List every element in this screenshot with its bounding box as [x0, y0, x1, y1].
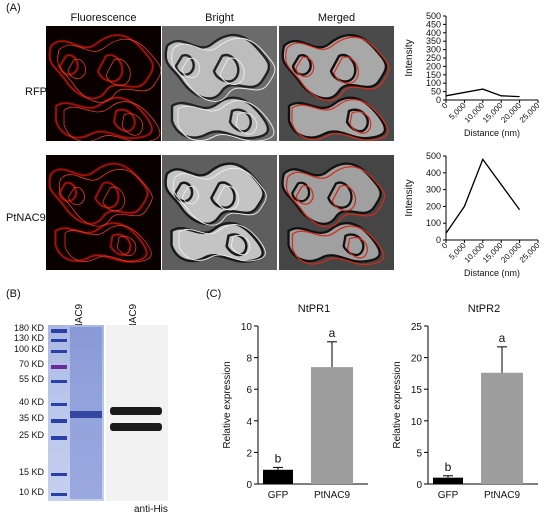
intensity-chart-ptnac9-svg: 010020030040050005,00010,00015,00020,000… [404, 151, 542, 278]
row-label-rfp: RFP [25, 86, 47, 98]
rfp-bright-image [162, 26, 277, 141]
x-tick-label: 0 [440, 241, 450, 251]
y-tick-label: 400 [426, 28, 441, 38]
marker-label: 130 KD [13, 333, 44, 343]
marker-label: 25 KD [18, 430, 44, 440]
intensity-chart-rfp: 0 50 100 150 200 250 300 350 400 450 500 0 5,000 10,0… [398, 8, 548, 145]
series-line [445, 158, 521, 234]
x-tick-label: 25,000 [518, 241, 542, 265]
marker-label: 180 KD [13, 323, 44, 333]
marker-label: 35 KD [18, 413, 44, 423]
ptnac9-fluorescence-image [46, 155, 161, 270]
coomassie-gel [48, 325, 104, 501]
significance-letter: a [329, 326, 336, 340]
bar-ptnac9 [481, 372, 523, 484]
bar-ptnac9 [311, 367, 353, 484]
ptnac9-bright-image [162, 155, 277, 270]
y-tick-label: 500 [426, 151, 441, 161]
bar-gfp [263, 469, 293, 484]
y-axis-label: Relative expression [392, 361, 403, 448]
intensity-chart-rfp-svg: 05010015020025030035040045050005,00010,0… [404, 11, 542, 138]
y-tick-label: 150 [426, 70, 441, 80]
bar-chart-ntpr2-svg: NtPR2 0 5 10 15 20 25 b GFP a PtNAC9 Relative expre… [392, 303, 538, 501]
chart-title: NtPR1 [298, 303, 330, 315]
y-tick-label: 300 [426, 185, 441, 195]
y-tick-label: 500 [426, 11, 441, 21]
bar-chart-ntpr1: NtPR1 0 2 4 6 8 10 b GFP a PtNAC9 Relative expressi… [218, 298, 378, 519]
x-category-label: GFP [438, 490, 459, 501]
y-tick-label: 0 [436, 95, 441, 105]
y-tick-label: 0 [246, 480, 252, 491]
x-category-label: PtNAC9 [314, 490, 351, 501]
panel-b-label: (B) [6, 288, 21, 300]
y-tick-label: 200 [426, 61, 441, 71]
y-tick-label: 300 [426, 45, 441, 55]
marker-label: 40 KD [18, 397, 44, 407]
col-header-merged: Merged [317, 12, 356, 24]
y-tick-label: 0 [416, 480, 422, 491]
bar-chart-ntpr1-svg: NtPR1 0 2 4 6 8 10 b GFP a PtNAC9 Relative expressi… [222, 303, 368, 501]
y-tick-label: 0 [436, 235, 441, 245]
y-tick-label: 6 [246, 385, 252, 396]
y-tick-label: 200 [426, 201, 441, 211]
anti-his-label: anti-His [134, 504, 168, 515]
ptnac9-merged-image [279, 155, 394, 270]
panel-a-label: (A) [6, 2, 21, 14]
x-tick-label: 0 [440, 101, 450, 111]
bar-chart-ntpr2: NtPR2 0 5 10 15 20 25 b GFP a PtNAC9 Relative expre… [388, 298, 548, 519]
y-tick-label: 10 [241, 322, 253, 333]
x-tick-label: 25,000 [518, 101, 542, 125]
y-tick-label: 15 [411, 385, 423, 396]
y-axis-label: Relative expression [222, 361, 233, 448]
y-tick-label: 100 [426, 78, 441, 88]
marker-label: 15 KD [18, 467, 44, 477]
x-category-label: GFP [268, 490, 289, 501]
significance-letter: b [275, 451, 282, 465]
col-header-fluorescence: Fluorescence [70, 12, 137, 24]
significance-letter: b [445, 460, 452, 474]
y-tick-label: 10 [411, 417, 423, 428]
col-header-bright: Bright [205, 12, 234, 24]
significance-letter: a [499, 331, 506, 345]
chart-title: NtPR2 [468, 303, 500, 315]
bar-gfp [433, 477, 463, 484]
rfp-merged-image [279, 26, 394, 141]
y-axis-label: Intensity [404, 179, 415, 216]
marker-label: 100 KD [13, 344, 44, 354]
marker-label: 55 KD [18, 374, 44, 384]
y-tick-label: 4 [246, 417, 252, 428]
y-tick-label: 100 [426, 218, 441, 228]
y-axis-label: Intensity [404, 39, 415, 76]
y-tick-label: 25 [411, 322, 423, 333]
x-axis-label: Distance (nm) [464, 128, 520, 138]
coomassie-gel-bands [51, 327, 102, 499]
western-blot [106, 325, 168, 501]
y-tick-label: 2 [246, 448, 252, 459]
intensity-chart-ptnac9: 0 100 200 300 400 500 0 5,000 10,000 15,000 20,000… [398, 148, 548, 285]
marker-label: 10 KD [18, 487, 44, 497]
y-tick-label: 5 [416, 448, 422, 459]
western-blot-bands [110, 407, 162, 431]
y-tick-label: 400 [426, 168, 441, 178]
series-line [445, 88, 520, 98]
y-tick-label: 50 [431, 87, 441, 97]
y-tick-label: 8 [246, 354, 252, 365]
row-label-ptnac9: PtNAC9 [6, 212, 46, 224]
rfp-fluorescence-image [46, 26, 161, 141]
y-tick-label: 450 [426, 19, 441, 29]
y-tick-label: 350 [426, 36, 441, 46]
panel-c-label: (C) [206, 288, 222, 300]
x-axis-label: Distance (nm) [464, 268, 520, 278]
y-tick-label: 250 [426, 53, 441, 63]
marker-label: 70 KD [18, 359, 44, 369]
x-category-label: PtNAC9 [484, 490, 521, 501]
y-tick-label: 20 [411, 354, 423, 365]
